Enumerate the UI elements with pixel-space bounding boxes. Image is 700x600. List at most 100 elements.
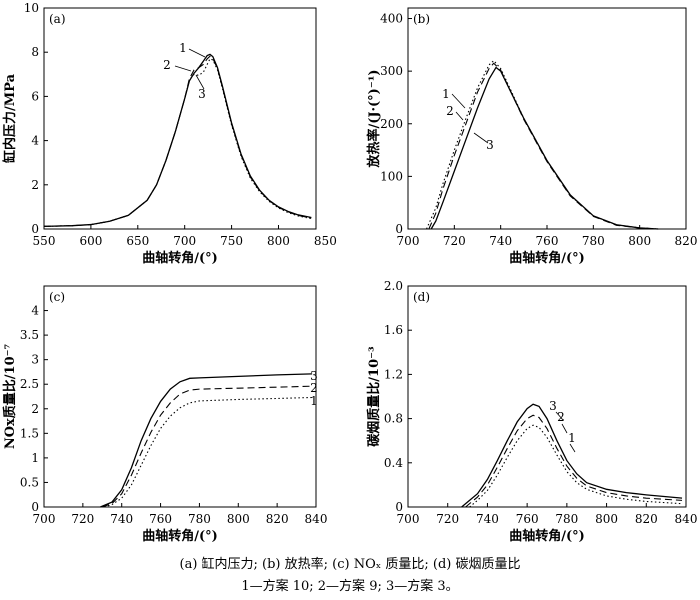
series-line-3 [426, 59, 659, 230]
panel-label: (c) [49, 290, 65, 304]
plot-frame [407, 7, 687, 230]
y-tick-label: 0 [395, 222, 403, 236]
y-tick-label: 1.2 [384, 367, 403, 381]
x-tick-label: 720 [71, 512, 94, 526]
y-tick-label: 0 [31, 500, 39, 514]
y-tick-label: 3 [31, 353, 39, 367]
x-tick-label: 800 [595, 512, 618, 526]
series-leader-line [174, 65, 192, 72]
series-leader-line [451, 93, 466, 109]
figure-caption-legend: 1—方案 10; 2—方案 9; 3—方案 3。 [241, 579, 459, 594]
y-tick-label: 100 [380, 169, 403, 183]
y-tick-label: 300 [380, 64, 403, 78]
series-leader-line [188, 48, 206, 58]
y-tick-label: 0.8 [384, 412, 403, 426]
x-tick-label: 800 [227, 512, 250, 526]
x-tick-label: 800 [628, 234, 651, 248]
y-tick-label: 3.5 [20, 328, 39, 342]
x-tick-label: 740 [476, 512, 499, 526]
series-label-2: 2 [557, 410, 565, 424]
panel-label: (b) [413, 12, 430, 26]
y-tick-label: 0 [395, 500, 403, 514]
series-leader-line [561, 423, 568, 434]
series-label-2: 2 [163, 58, 171, 72]
y-tick-label: 1 [31, 451, 39, 465]
x-tick-label: 700 [397, 234, 420, 248]
x-axis-label: 曲轴转角/(°) [509, 250, 585, 266]
plot-frame [407, 285, 687, 508]
x-tick-label: 820 [675, 234, 698, 248]
series-line-2 [43, 55, 312, 227]
y-tick-label: 2 [31, 178, 39, 192]
series-label-1: 1 [310, 394, 318, 408]
y-axis-label: 放热率/(J·(°)⁻¹) [366, 69, 382, 168]
x-tick-label: 840 [305, 512, 328, 526]
figure-caption-panels: (a) 缸内压力; (b) 放热率; (c) NOₓ 质量比; (d) 碳烟质量… [179, 557, 521, 572]
panel-c: 700 720 740 760 780 800 820 840 0 0.5 1 1.5 2 2.5 3 3.5… [2, 285, 328, 544]
x-tick-label: 700 [173, 234, 196, 248]
y-tick-label: 2.0 [384, 279, 403, 293]
panel-d: 700 720 740 760 780 800 820 840 0 0.4 0.8 1.2 1.6 2.0… [366, 279, 697, 544]
y-tick-label: 6 [31, 89, 39, 103]
x-tick-label: 800 [267, 234, 290, 248]
series-line-3 [100, 373, 313, 508]
series-label-3: 3 [549, 399, 557, 413]
series-line-3 [43, 58, 312, 227]
series-leader-line [455, 111, 464, 121]
x-tick-label: 760 [536, 234, 559, 248]
panel-a: 550 600 650 700 750 800 850 0 2 4 6 8 10 (a) 曲轴转角/(°) 缸… [2, 1, 337, 266]
y-tick-label: 1.6 [384, 323, 403, 337]
plot-frame [43, 285, 317, 508]
y-tick-label: 0.5 [20, 475, 39, 489]
series-label-3: 3 [198, 87, 206, 101]
series-label-1: 1 [179, 41, 187, 55]
y-tick-label: 0.4 [384, 456, 403, 470]
series-leader-line [473, 132, 489, 144]
y-tick-label: 4 [31, 134, 39, 148]
x-tick-label: 700 [33, 512, 56, 526]
series-label-3: 3 [310, 369, 318, 383]
y-axis-label: 缸内压力/MPa [2, 73, 18, 164]
series-label-1: 1 [568, 431, 576, 445]
y-axis-label: NOx质量比/10⁻⁷ [2, 344, 18, 450]
x-tick-label: 550 [33, 234, 56, 248]
panel-label: (d) [413, 290, 430, 304]
x-tick-label: 740 [110, 512, 133, 526]
series-line-1 [43, 53, 312, 227]
series-label-2: 2 [310, 381, 318, 395]
series-line-2 [465, 414, 683, 508]
series-label-1: 1 [442, 87, 450, 101]
x-tick-label: 780 [188, 512, 211, 526]
x-tick-label: 820 [266, 512, 289, 526]
x-tick-label: 600 [79, 234, 102, 248]
x-tick-label: 720 [443, 234, 466, 248]
y-tick-label: 2.5 [20, 377, 39, 391]
series-leader-line [195, 74, 205, 90]
series-line-1 [430, 66, 659, 230]
x-tick-label: 760 [516, 512, 539, 526]
y-axis-label: 碳烟质量比/10⁻³ [366, 346, 382, 447]
y-tick-label: 0 [31, 222, 39, 236]
x-tick-label: 840 [675, 512, 698, 526]
series-leader-line [569, 443, 576, 453]
x-tick-label: 750 [220, 234, 243, 248]
x-axis-label: 曲轴转角/(°) [509, 528, 585, 544]
y-tick-label: 4 [31, 304, 39, 318]
x-tick-label: 720 [436, 512, 459, 526]
x-tick-label: 850 [314, 234, 337, 248]
series-line-1 [104, 396, 313, 508]
series-line-2 [102, 385, 313, 508]
x-tick-label: 740 [489, 234, 512, 248]
series-line-3 [461, 403, 683, 508]
y-tick-label: 1.5 [20, 426, 39, 440]
x-tick-label: 650 [126, 234, 149, 248]
x-axis-label: 曲轴转角/(°) [142, 250, 218, 266]
series-label-2: 2 [446, 104, 454, 118]
y-tick-label: 8 [31, 45, 39, 59]
x-tick-label: 700 [397, 512, 420, 526]
y-tick-label: 200 [380, 117, 403, 131]
y-tick-label: 10 [24, 1, 39, 15]
y-tick-label: 2 [31, 402, 39, 416]
x-axis-label: 曲轴转角/(°) [142, 528, 218, 544]
x-tick-label: 820 [635, 512, 658, 526]
